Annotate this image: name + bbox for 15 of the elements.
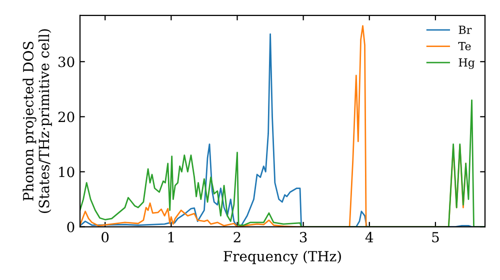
legend-label: Te xyxy=(458,42,471,50)
x-tick-label: 3 xyxy=(300,232,307,242)
x-tick-label: 4 xyxy=(365,232,374,242)
legend-label: Br xyxy=(458,26,472,34)
x-tick-label: 5 xyxy=(432,232,439,242)
x-axis-title: Frequency (THz) xyxy=(224,250,341,264)
x-tick-label: 1 xyxy=(168,232,174,242)
y-axis-title: Phonon projected DOS (States/THz·primitive cell) xyxy=(22,29,52,213)
y-tick-label: 30 xyxy=(58,56,74,68)
legend-label: Hg xyxy=(458,58,475,69)
y-tick-label: 10 xyxy=(59,166,74,178)
y-tick-label: 0 xyxy=(67,222,74,232)
x-tick-label: 2 xyxy=(234,232,240,242)
y-tick-label: 20 xyxy=(58,112,74,122)
x-tick-label: 0 xyxy=(102,232,109,242)
